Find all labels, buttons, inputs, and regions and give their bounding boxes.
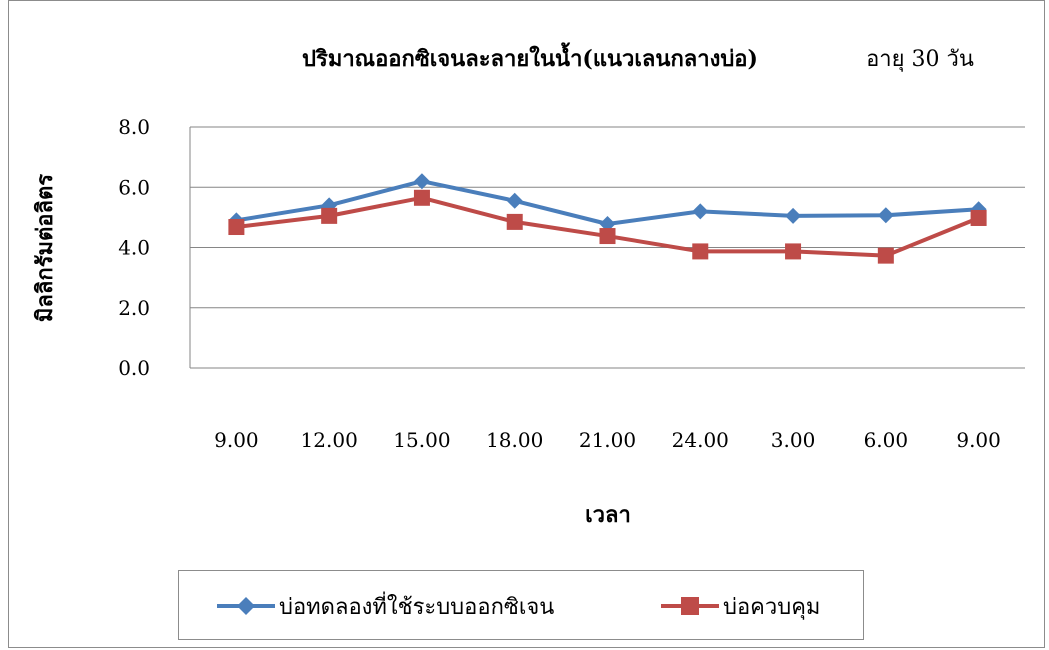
series-1 bbox=[228, 189, 987, 264]
legend-item-oxygen: บ่อทดลองที่ใช้ระบบออกซิเจน bbox=[217, 589, 554, 623]
legend-label-control: บ่อควบคุม bbox=[723, 594, 821, 620]
x-tick-label: 15.00 bbox=[393, 428, 450, 452]
series-lines bbox=[228, 173, 987, 264]
y-tick-label: 8.0 bbox=[118, 115, 150, 139]
x-tick-label: 9.00 bbox=[214, 428, 259, 452]
data-point-diamond bbox=[506, 192, 523, 209]
legend: บ่อทดลองที่ใช้ระบบออกซิเจน บ่อควบคุม bbox=[178, 570, 864, 640]
legend-swatch-control bbox=[661, 597, 719, 615]
data-point-square bbox=[228, 219, 245, 236]
data-point-diamond bbox=[599, 216, 616, 233]
square-marker-icon bbox=[681, 597, 699, 615]
data-point-square bbox=[692, 243, 709, 260]
data-point-square bbox=[599, 228, 616, 245]
x-axis-title: เวลา bbox=[585, 502, 631, 528]
diamond-marker-icon bbox=[237, 597, 255, 615]
y-tick-label: 0.0 bbox=[118, 356, 150, 380]
data-point-diamond bbox=[877, 207, 894, 224]
data-point-square bbox=[877, 247, 894, 264]
data-point-diamond bbox=[692, 203, 709, 220]
x-tick-label: 6.00 bbox=[864, 428, 909, 452]
series-0 bbox=[228, 173, 987, 233]
gridlines bbox=[189, 126, 1025, 369]
y-tick-label: 2.0 bbox=[118, 296, 150, 320]
x-tick-label: 12.00 bbox=[301, 428, 358, 452]
x-tick-label: 24.00 bbox=[672, 428, 729, 452]
x-tick-label: 3.00 bbox=[771, 428, 816, 452]
chart-subtitle: อายุ 30 วัน bbox=[866, 47, 974, 72]
chart-frame bbox=[8, 0, 1045, 648]
y-tick-labels: 0.0 2.0 4.0 6.0 8.0 bbox=[118, 115, 150, 380]
x-tick-label: 9.00 bbox=[956, 428, 1001, 452]
data-point-square bbox=[506, 213, 523, 230]
data-point-diamond bbox=[413, 173, 430, 190]
data-point-square bbox=[785, 243, 802, 260]
x-tick-labels: 9.00 12.00 15.00 18.00 21.00 24.00 3.00 6.00 9.0… bbox=[214, 428, 1001, 452]
legend-swatch-oxygen bbox=[217, 597, 275, 615]
data-point-diamond bbox=[785, 207, 802, 224]
legend-label-oxygen: บ่อทดลองที่ใช้ระบบออกซิเจน bbox=[279, 594, 555, 620]
data-point-square bbox=[321, 207, 338, 224]
y-tick-label: 6.0 bbox=[118, 175, 150, 199]
data-point-square bbox=[413, 189, 430, 206]
chart-title: ปริมาณออกซิเจนละลายในน้ำ(แนวเลนกลางบ่อ) bbox=[302, 42, 758, 72]
legend-item-control: บ่อควบคุม bbox=[661, 589, 820, 623]
x-tick-label: 21.00 bbox=[579, 428, 636, 452]
x-tick-label: 18.00 bbox=[486, 428, 543, 452]
y-axis-title: มิลลิกรัมต่อลิตร bbox=[32, 174, 58, 322]
y-tick-label: 4.0 bbox=[118, 236, 150, 260]
data-point-square bbox=[970, 209, 987, 226]
